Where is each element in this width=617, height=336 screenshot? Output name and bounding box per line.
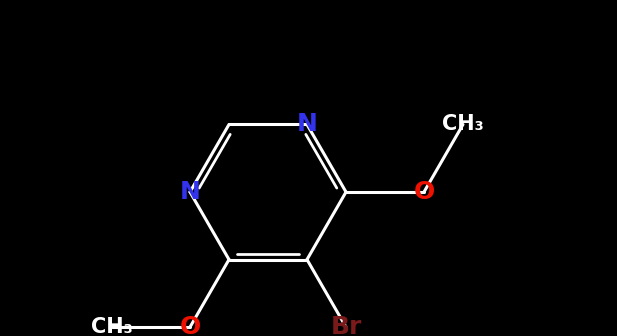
- Text: N: N: [297, 113, 317, 136]
- Text: O: O: [180, 315, 201, 336]
- Text: CH₃: CH₃: [91, 317, 133, 336]
- Text: Br: Br: [330, 315, 362, 336]
- Text: N: N: [180, 180, 201, 204]
- Text: CH₃: CH₃: [442, 115, 484, 134]
- Text: O: O: [413, 180, 434, 204]
